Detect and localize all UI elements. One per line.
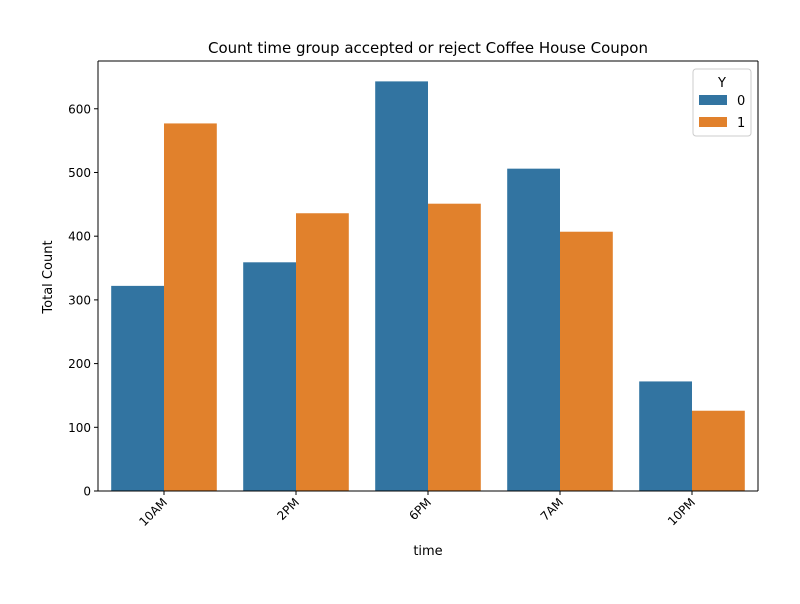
legend-swatch-series-1 (699, 117, 727, 127)
y-tick-label: 400 (68, 230, 91, 244)
bar-6PM-series-0 (375, 81, 428, 491)
bar-7AM-series-0 (507, 168, 560, 492)
legend-title: Y (717, 76, 726, 91)
x-axis-label: time (413, 544, 442, 559)
legend-label-series-1: 1 (737, 116, 745, 131)
bars-layer (111, 81, 745, 492)
legend: Y 0 1 (692, 68, 752, 137)
bar-10PM-series-1 (692, 410, 745, 491)
bar-2PM-series-0 (243, 262, 296, 491)
bar-10AM-series-1 (164, 123, 217, 491)
y-tick-label: 0 (83, 485, 91, 499)
y-tick-label: 500 (68, 166, 91, 180)
x-tick-label: 6PM (406, 495, 434, 523)
bar-10AM-series-0 (111, 285, 164, 491)
bar-10PM-series-0 (639, 381, 692, 491)
bar-2PM-series-1 (296, 213, 349, 492)
bar-6PM-series-1 (428, 203, 481, 491)
y-tick-label: 100 (68, 421, 91, 435)
legend-swatch-series-0 (699, 95, 727, 105)
y-tick-label: 600 (68, 102, 91, 116)
y-axis-label: Total Count (41, 240, 56, 314)
y-tick-label: 300 (68, 293, 91, 307)
y-tick-label: 200 (68, 357, 91, 371)
axes-layer (97, 60, 759, 492)
x-tick-label: 10PM (665, 495, 698, 528)
bar-7AM-series-1 (560, 231, 613, 491)
chart-title: Count time group accepted or reject Coff… (208, 39, 648, 57)
legend-label-series-0: 0 (737, 94, 745, 109)
x-tick-label: 7AM (538, 495, 566, 523)
x-tick-label: 2PM (274, 495, 302, 523)
x-tick-label: 10AM (136, 495, 170, 529)
